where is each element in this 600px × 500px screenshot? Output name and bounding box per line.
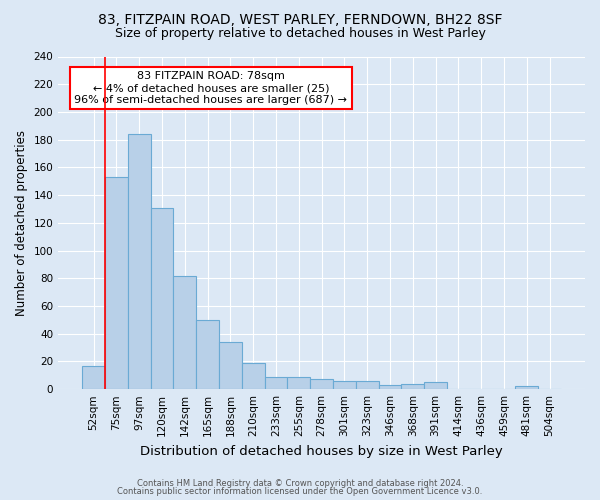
Bar xyxy=(310,380,333,389)
Bar xyxy=(242,363,265,389)
Bar xyxy=(173,276,196,389)
Bar xyxy=(356,381,379,389)
Bar xyxy=(265,376,287,389)
Bar xyxy=(196,320,219,389)
Y-axis label: Number of detached properties: Number of detached properties xyxy=(15,130,28,316)
Bar xyxy=(105,177,128,389)
Text: 83, FITZPAIN ROAD, WEST PARLEY, FERNDOWN, BH22 8SF: 83, FITZPAIN ROAD, WEST PARLEY, FERNDOWN… xyxy=(98,12,502,26)
Text: Contains HM Land Registry data © Crown copyright and database right 2024.: Contains HM Land Registry data © Crown c… xyxy=(137,478,463,488)
X-axis label: Distribution of detached houses by size in West Parley: Distribution of detached houses by size … xyxy=(140,444,503,458)
Bar xyxy=(379,385,401,389)
Text: Contains public sector information licensed under the Open Government Licence v3: Contains public sector information licen… xyxy=(118,487,482,496)
Bar xyxy=(401,384,424,389)
Bar xyxy=(515,386,538,389)
Bar xyxy=(82,366,105,389)
Text: Size of property relative to detached houses in West Parley: Size of property relative to detached ho… xyxy=(115,28,485,40)
Bar xyxy=(333,381,356,389)
Bar xyxy=(287,376,310,389)
Bar xyxy=(151,208,173,389)
Bar xyxy=(128,134,151,389)
Bar xyxy=(219,342,242,389)
Text: 83 FITZPAIN ROAD: 78sqm
← 4% of detached houses are smaller (25)
96% of semi-det: 83 FITZPAIN ROAD: 78sqm ← 4% of detached… xyxy=(74,72,347,104)
Bar xyxy=(424,382,447,389)
